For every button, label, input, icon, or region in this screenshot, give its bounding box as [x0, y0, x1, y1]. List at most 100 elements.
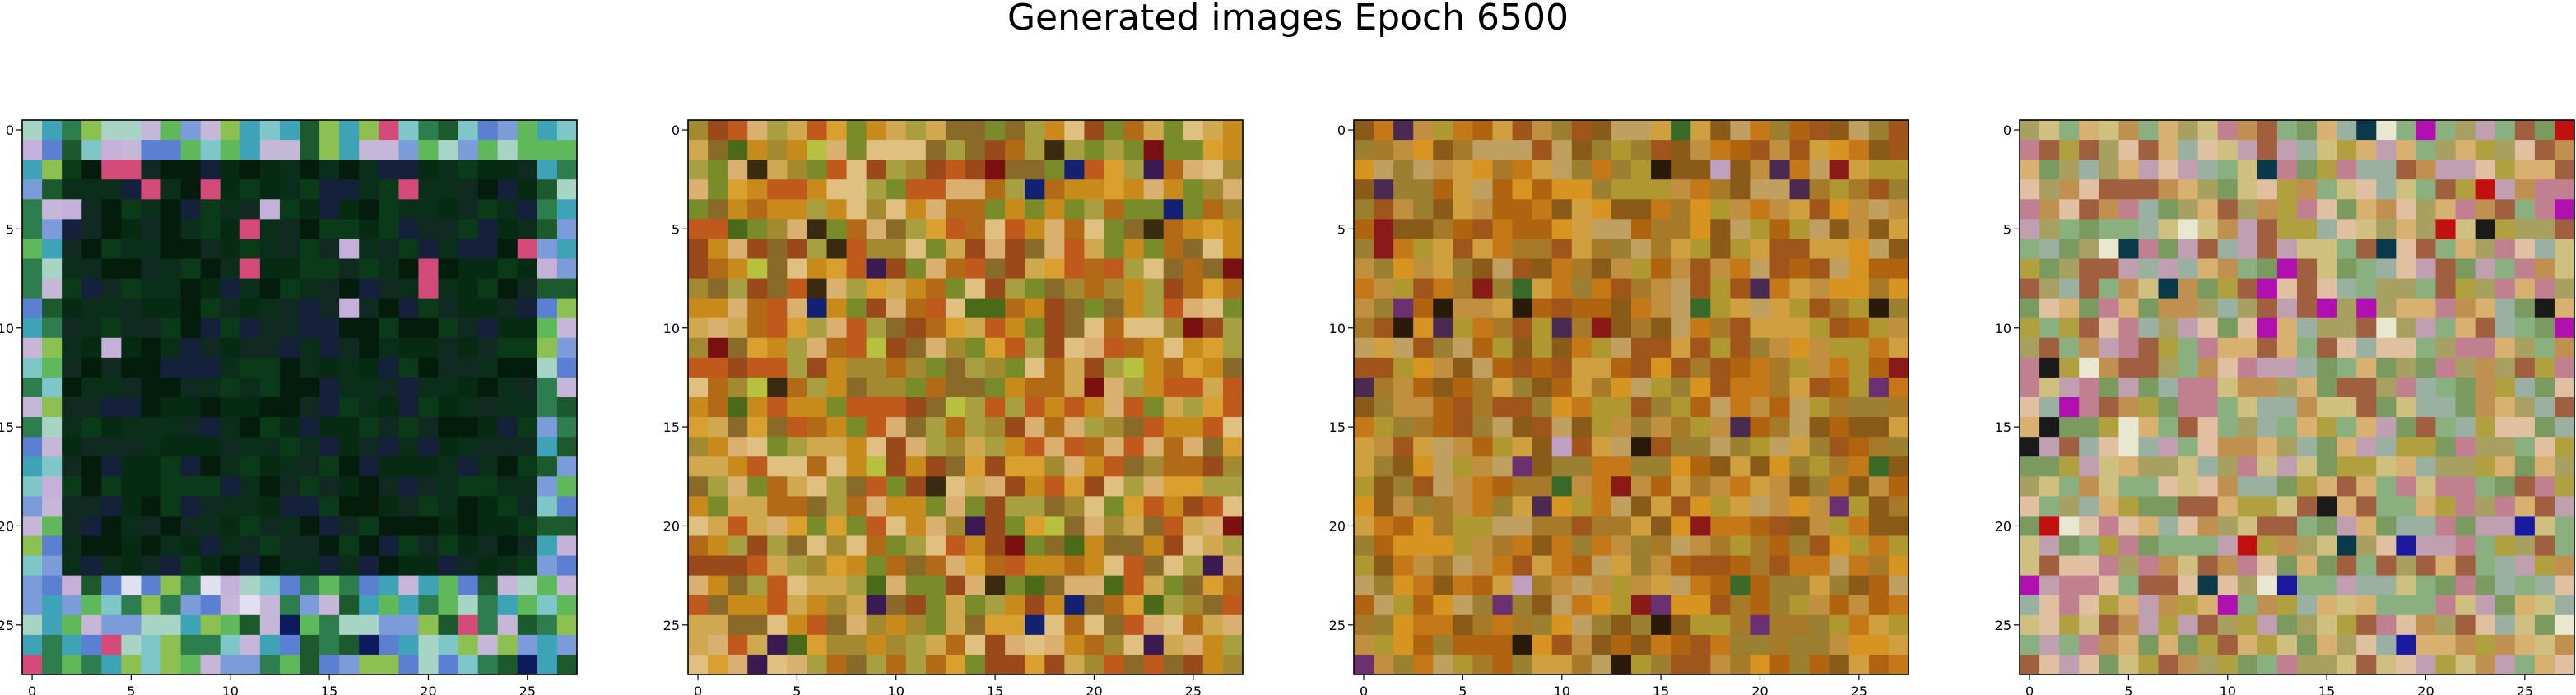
pixel-cell	[708, 595, 728, 616]
pixel-cell	[1532, 120, 1553, 141]
pixel-cell	[2396, 595, 2417, 616]
pixel-cell	[1532, 239, 1553, 260]
pixel-cell	[905, 199, 927, 220]
pixel-cell	[1084, 239, 1105, 260]
pixel-cell	[81, 357, 102, 378]
pixel-cell	[339, 614, 360, 636]
pixel-cell	[1104, 614, 1125, 636]
pixel-cell	[886, 317, 907, 339]
pixel-cell	[2554, 337, 2575, 359]
pixel-cell	[2435, 575, 2457, 596]
pixel-cell	[42, 575, 63, 596]
pixel-cell	[1730, 199, 1751, 220]
pixel-cell	[556, 634, 578, 656]
pixel-cell	[886, 654, 907, 675]
pixel-cell	[1104, 140, 1125, 160]
pixel-cell	[1143, 417, 1165, 438]
pixel-cell	[319, 417, 340, 438]
pixel-cell	[1393, 377, 1414, 398]
pixel-cell	[1044, 278, 1065, 299]
pixel-cell	[2197, 278, 2219, 299]
pixel-cell	[2059, 634, 2080, 656]
pixel-cell	[965, 258, 986, 280]
pixel-cell	[688, 634, 709, 656]
pixel-cell	[259, 654, 281, 675]
pixel-cell	[1789, 516, 1811, 537]
pixel-cell	[1631, 357, 1652, 378]
pixel-cell	[2376, 535, 2397, 557]
pixel-cell	[846, 496, 867, 517]
pixel-cell	[2495, 476, 2516, 497]
pixel-cell	[846, 258, 867, 280]
pixel-cell	[42, 179, 63, 200]
pixel-cell	[826, 179, 848, 200]
pixel-cell	[1492, 614, 1514, 636]
pixel-cell	[866, 239, 887, 260]
pixel-cell	[1730, 179, 1751, 200]
pixel-cell	[2317, 575, 2337, 596]
pixel-cell	[2534, 160, 2555, 180]
pixel-cell	[747, 337, 768, 359]
pixel-cell	[2138, 634, 2160, 656]
pixel-cell	[2039, 337, 2060, 359]
pixel-cell	[556, 219, 578, 240]
pixel-cell	[359, 337, 379, 359]
pixel-cell	[2099, 397, 2119, 418]
pixel-cell	[81, 437, 102, 457]
pixel-cell	[2337, 535, 2357, 557]
pixel-cell	[1888, 437, 1909, 457]
pixel-cell	[2039, 160, 2060, 180]
pixel-cell	[1472, 417, 1494, 438]
pixel-cell	[2317, 258, 2337, 280]
pixel-cell	[1532, 298, 1553, 319]
pixel-cell	[339, 179, 360, 200]
pixel-cell	[42, 634, 63, 656]
pixel-cell	[1084, 317, 1105, 339]
pixel-cell	[2039, 258, 2060, 280]
pixel-cell	[747, 357, 768, 378]
pixel-cell	[62, 357, 82, 378]
pixel-cell	[1789, 317, 1811, 339]
pixel-cell	[728, 239, 748, 260]
pixel-cell	[319, 317, 340, 339]
pixel-cell	[1084, 535, 1105, 557]
pixel-cell	[1809, 437, 1830, 457]
pixel-cell	[1750, 595, 1771, 616]
pixel-cell	[925, 120, 946, 141]
pixel-cell	[2475, 634, 2496, 656]
pixel-cell	[2495, 634, 2516, 656]
pixel-cell	[1571, 535, 1593, 557]
pixel-cell	[2158, 516, 2179, 537]
pixel-cell	[787, 575, 808, 596]
pixel-cell	[1730, 417, 1751, 438]
pixel-cell	[1354, 476, 1374, 497]
pixel-cell	[1123, 377, 1145, 398]
pixel-cell	[1611, 654, 1632, 675]
pixel-cell	[1202, 575, 1224, 596]
pixel-cell	[2118, 199, 2140, 220]
pixel-cell	[81, 595, 102, 616]
pixel-cell	[1551, 476, 1573, 497]
pixel-cell	[1163, 337, 1184, 359]
pixel-cell	[1123, 357, 1145, 378]
pixel-cell	[418, 120, 439, 141]
pixel-cell	[1202, 595, 1224, 616]
pixel-cell	[239, 298, 261, 319]
pixel-cell	[359, 258, 379, 280]
x-tick-label: 15	[987, 683, 1003, 695]
pixel-cell	[101, 437, 122, 457]
pixel-cell	[1651, 377, 1672, 398]
pixel-cell	[2079, 179, 2099, 200]
pixel-cell	[807, 634, 828, 656]
pixel-cell	[398, 357, 420, 378]
pixel-cell	[220, 496, 241, 517]
pixel-cell	[1025, 219, 1045, 240]
pixel-cell	[846, 140, 867, 160]
pixel-cell	[121, 476, 142, 497]
pixel-cell	[180, 317, 202, 339]
pixel-cell	[1163, 298, 1184, 319]
pixel-cell	[965, 476, 986, 497]
pixel-cell	[537, 595, 558, 616]
pixel-cell	[1005, 357, 1025, 378]
